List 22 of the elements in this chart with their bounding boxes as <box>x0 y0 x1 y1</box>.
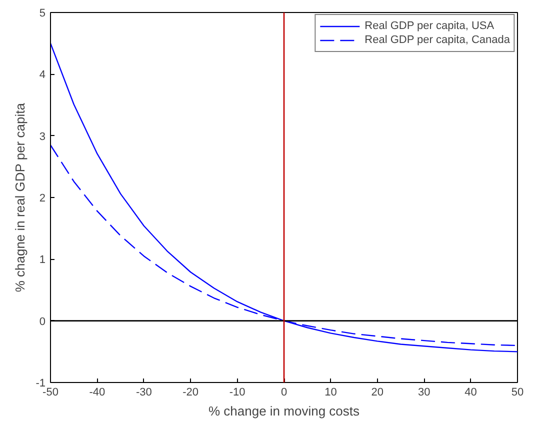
legend-label: Real GDP per capita, USA <box>364 19 494 33</box>
x-tick-label: 30 <box>418 386 430 398</box>
y-tick-label: 3 <box>39 130 46 143</box>
y-axis-title: % chagne in real GDP per capita <box>12 102 28 292</box>
x-tick-label: -40 <box>89 386 106 398</box>
x-tick-label: 50 <box>511 386 524 398</box>
x-tick-label: -50 <box>42 386 58 398</box>
x-tick-label: 40 <box>464 386 477 398</box>
legend-label: Real GDP per capita, Canada <box>364 33 510 47</box>
x-tick-label: -10 <box>229 386 246 398</box>
y-tick-label: 0 <box>39 316 46 328</box>
x-tick-label: 10 <box>324 386 337 398</box>
x-tick-label: -30 <box>136 386 152 398</box>
y-tick-label: 4 <box>39 69 46 82</box>
y-tick-label: 5 <box>39 8 46 20</box>
x-tick-label: -20 <box>182 386 199 398</box>
x-axis-title: % change in moving costs <box>208 404 360 418</box>
y-tick-label: 2 <box>39 192 46 204</box>
y-tick-label: 1 <box>39 254 46 266</box>
x-tick-label: 20 <box>371 386 384 398</box>
x-tick-label: 0 <box>280 386 288 398</box>
y-tick-label: -1 <box>36 378 46 390</box>
